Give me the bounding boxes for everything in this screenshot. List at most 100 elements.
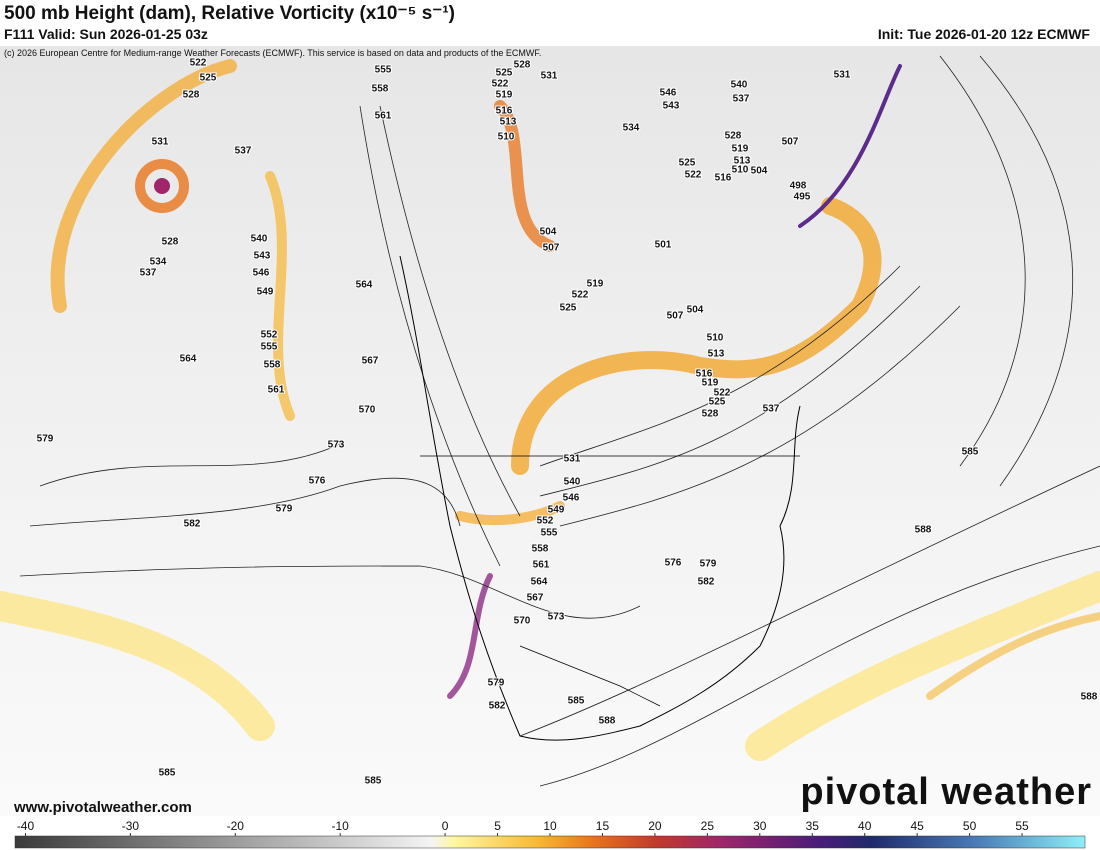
contour-label: 579: [37, 434, 54, 445]
height-contours: [19, 55, 1100, 787]
colorbar-tick-label: 20: [648, 819, 662, 833]
contour-label: 528: [514, 60, 531, 71]
contour-label: 504: [751, 166, 768, 177]
contour-label: 525: [496, 68, 513, 79]
contour-label: 573: [328, 440, 345, 451]
colorbar-tick-label: -30: [122, 819, 140, 833]
colorbar-ticks: -40 -30 -20 -10 0 5 10 15 20 25 30 35 40 45 50 55: [17, 819, 1029, 836]
contour-label: 510: [498, 132, 515, 143]
contour-label: 585: [962, 447, 979, 458]
contour-label: 516: [696, 369, 713, 380]
contour-label: 579: [276, 504, 293, 515]
colorbar-tick-label: 10: [543, 819, 557, 833]
contour-label: 528: [725, 131, 742, 142]
contour-label: 579: [700, 559, 717, 570]
geography: [399, 255, 801, 741]
contour-label: 519: [587, 279, 604, 290]
contour-label: 504: [687, 305, 704, 316]
contour-label: 555: [375, 65, 392, 76]
contour-label: 573: [548, 612, 565, 623]
contour-label: 561: [268, 385, 285, 396]
contour-label: 567: [362, 356, 379, 367]
contour-label: 564: [356, 280, 373, 291]
contour-label: 522: [190, 58, 207, 69]
contour-label: 576: [665, 558, 682, 569]
contour-label: 522: [492, 79, 509, 90]
valid-time: F111 Valid: Sun 2026-01-25 03z: [4, 26, 208, 42]
contour-label: 555: [541, 528, 558, 539]
contour-label: 564: [180, 354, 197, 365]
contour-label: 519: [496, 90, 513, 101]
colorbar-tick-label: 0: [442, 819, 449, 833]
website: www.pivotalweather.com: [13, 799, 192, 816]
contour-label: 585: [159, 768, 176, 779]
colorbar-tick-label: 50: [963, 819, 977, 833]
copyright: (c) 2026 European Centre for Medium-rang…: [4, 48, 541, 58]
contour-label: 510: [707, 333, 724, 344]
contour-label: 534: [623, 123, 640, 134]
contour-label: 549: [548, 505, 565, 516]
contour-label: 519: [702, 378, 719, 389]
contour-label: 519: [732, 144, 749, 155]
contour-label: 585: [568, 696, 585, 707]
contour-label: 510: [732, 165, 749, 176]
contour-label: 549: [257, 287, 274, 298]
colorbar-tick-label: 25: [701, 819, 715, 833]
contour-label: 528: [183, 90, 200, 101]
contour-label: 504: [540, 227, 557, 238]
init-time: Init: Tue 2026-01-20 12z ECMWF: [877, 26, 1090, 42]
contour-label: 576: [309, 476, 326, 487]
brand: pivotal weather: [800, 771, 1092, 813]
vorticity-fields: [0, 59, 1100, 761]
contour-label: 507: [782, 137, 799, 148]
contour-label: 537: [763, 404, 780, 415]
contour-label: 558: [532, 544, 549, 555]
colorbar-tick-label: 35: [806, 819, 820, 833]
contour-label: 579: [488, 678, 505, 689]
contour-label: 546: [253, 268, 270, 279]
contour-label: 507: [667, 311, 684, 322]
contour-label: 546: [563, 493, 580, 504]
contour-label: 555: [261, 342, 278, 353]
contour-label: 561: [533, 560, 550, 571]
contour-label: 513: [500, 117, 517, 128]
contour-label: 525: [679, 158, 696, 169]
contour-label: 582: [489, 701, 506, 712]
contour-label: 588: [599, 716, 616, 727]
colorbar-scale: [14, 835, 1086, 849]
contour-label: 570: [514, 616, 531, 627]
colorbar-tick-label: 30: [753, 819, 767, 833]
colorbar-tick-label: -10: [332, 819, 350, 833]
contour-label: 498: [790, 181, 807, 192]
contour-label: 531: [541, 71, 558, 82]
contour-label: 516: [496, 106, 513, 117]
colorbar-tick-label: -20: [227, 819, 245, 833]
contour-label: 546: [660, 88, 677, 99]
contour-label: 513: [708, 349, 725, 360]
colorbar-tick-label: 5: [494, 819, 501, 833]
contour-label: 522: [572, 290, 589, 301]
contour-labels: 5225255285315285345375375405435465495525…: [36, 57, 1099, 788]
contour-label: 588: [915, 525, 932, 536]
contour-label: 495: [794, 192, 811, 203]
contour-label: 588: [1081, 692, 1098, 703]
contour-label: 543: [663, 101, 680, 112]
contour-label: 537: [235, 146, 252, 157]
contour-label: 582: [698, 577, 715, 588]
contour-label: 561: [375, 111, 392, 122]
contour-label: 537: [140, 268, 157, 279]
contour-label: 513: [734, 156, 751, 167]
contour-label: 525: [560, 303, 577, 314]
contour-label: 531: [152, 137, 169, 148]
contour-label: 570: [359, 405, 376, 416]
contour-label: 528: [702, 409, 719, 420]
header: 500 mb Height (dam), Relative Vorticity …: [0, 0, 1100, 46]
contour-label: 501: [655, 240, 672, 251]
contour-label: 540: [251, 234, 268, 245]
title: 500 mb Height (dam), Relative Vorticity …: [4, 3, 455, 24]
contour-label: 558: [264, 360, 281, 371]
contour-label: 522: [714, 388, 731, 399]
colorbar-tick-label: 40: [858, 819, 872, 833]
contour-label: 525: [200, 73, 217, 84]
contour-label: 537: [733, 94, 750, 105]
